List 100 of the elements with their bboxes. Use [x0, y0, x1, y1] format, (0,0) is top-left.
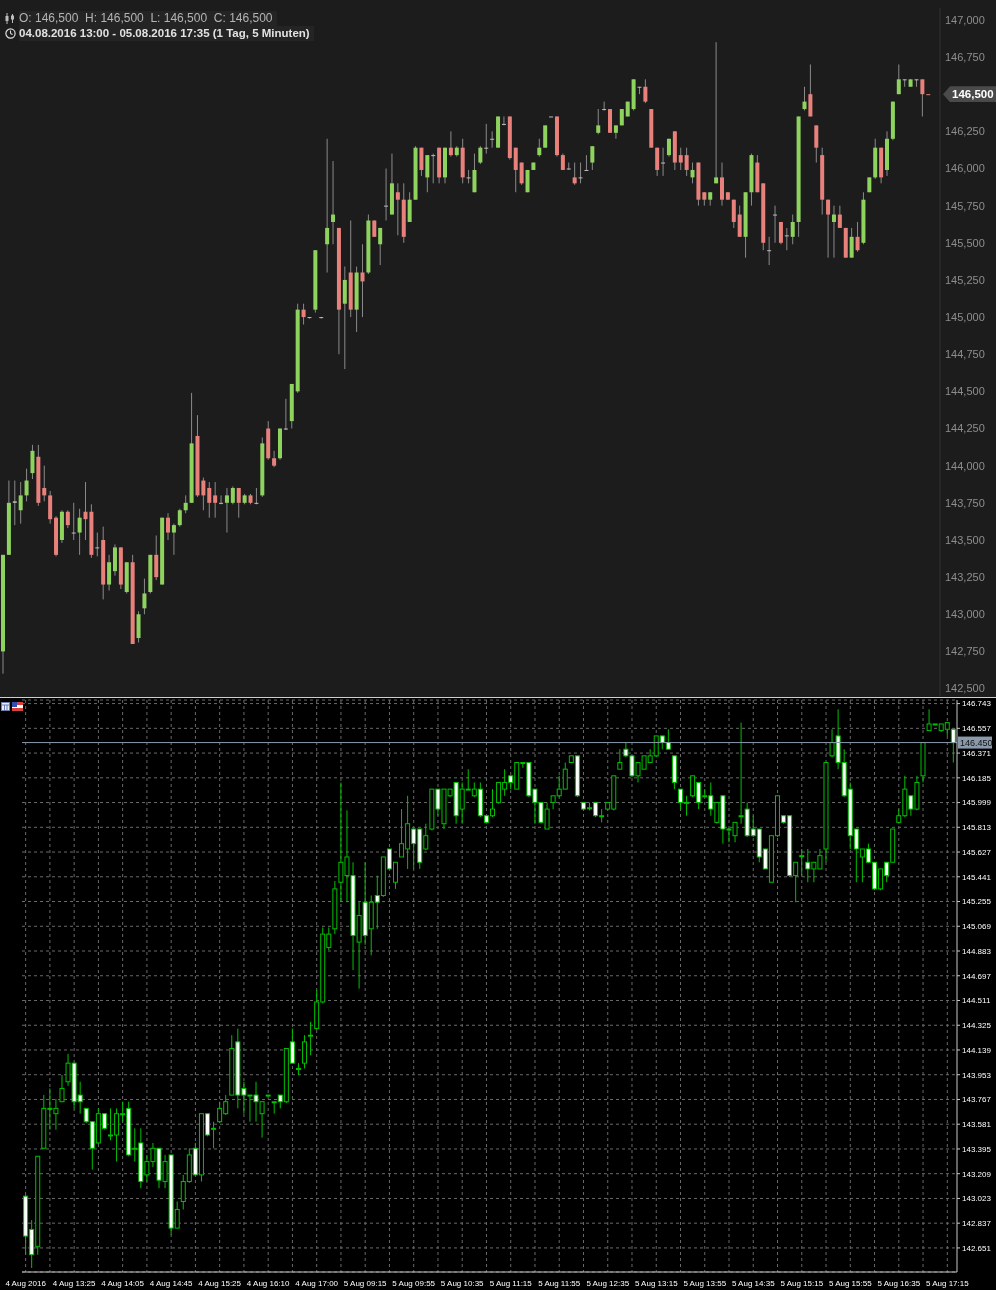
x-tick-label: 4 Aug 17:00 — [295, 1278, 339, 1288]
chart-title: O: 146,500 H: 146,500 L: 146,500 C: 146,500 — [19, 11, 277, 26]
candlestick — [236, 487, 241, 519]
y-tick-label: 143.209 — [962, 1169, 992, 1179]
candlestick — [643, 78, 648, 104]
x-tick-label: 5 Aug 15:15 — [780, 1278, 824, 1288]
candlestick — [920, 78, 925, 117]
candlestick — [849, 227, 854, 259]
y-tick-label: 143,250 — [945, 571, 985, 584]
y-tick-label: 145.255 — [962, 897, 992, 907]
candlestick — [59, 1074, 65, 1103]
y-tick-label: 146,250 — [945, 125, 985, 138]
y-tick-label: 143.395 — [962, 1144, 992, 1154]
ref-line-label: 146.450 — [960, 737, 993, 748]
y-tick-label: 143.953 — [962, 1070, 992, 1080]
x-tick-label: 5 Aug 12:35 — [586, 1278, 630, 1288]
candlestick — [790, 214, 795, 245]
x-tick-label: 5 Aug 14:35 — [731, 1278, 776, 1288]
candlestick — [731, 199, 736, 229]
x-tick-label: 5 Aug 09:55 — [392, 1278, 436, 1288]
candlestick — [472, 153, 477, 193]
y-tick-label: 146.743 — [962, 699, 992, 709]
candlestick — [665, 728, 671, 750]
candlestick — [784, 227, 789, 251]
candlestick — [814, 124, 819, 164]
x-tick-label: 4 Aug 14:05 — [101, 1278, 145, 1288]
candlestick — [572, 162, 577, 186]
y-tick-label: 142,750 — [945, 645, 985, 658]
text: 04.08.2016 13:00 - 05.08.2016 17:35 (1 Tag, 5 Minuten) — [19, 26, 314, 41]
candlestick — [490, 130, 495, 149]
candlestick — [855, 221, 860, 253]
candlestick — [24, 468, 29, 502]
y-tick-label: 144.139 — [962, 1045, 992, 1055]
candlestick — [661, 147, 666, 177]
y-tick-label: 145.069 — [962, 922, 992, 932]
candlestick — [914, 78, 919, 88]
text: 146,500 — [943, 86, 996, 103]
x-tick-label: 4 Aug 2016 — [5, 1278, 47, 1288]
candlestick — [690, 162, 695, 184]
y-tick-label: 144.883 — [962, 946, 992, 956]
candlestick — [95, 532, 100, 557]
candlestick — [171, 523, 176, 556]
candlestick — [283, 398, 288, 431]
candlestick — [77, 508, 82, 556]
x-tick-label: 5 Aug 11:15 — [489, 1278, 533, 1288]
y-tick-label: 144.325 — [962, 1021, 992, 1031]
candlestick — [501, 115, 506, 126]
candlestick — [466, 169, 471, 184]
candlestick — [773, 205, 778, 244]
x-tick-label: 5 Aug 10:35 — [440, 1278, 485, 1288]
candlestick — [301, 303, 306, 326]
y-tick-label: 145.999 — [962, 798, 992, 808]
y-tick-label: 146.371 — [962, 748, 992, 758]
y-tick-label: 145,750 — [945, 199, 985, 212]
candlestick — [608, 108, 613, 134]
y-tick-label: 146,750 — [945, 50, 985, 63]
candlestick — [384, 167, 389, 221]
candlestick — [484, 123, 489, 155]
y-tick-label: 145.813 — [962, 823, 992, 833]
candlestick — [902, 78, 907, 88]
candlestick — [602, 101, 607, 112]
candlestick — [30, 444, 35, 480]
candlestick — [448, 130, 453, 158]
candlestick — [617, 748, 623, 770]
y-tick-label: 144.697 — [962, 971, 992, 981]
candlestick — [254, 487, 259, 505]
candlestick — [802, 86, 807, 112]
x-tick-label: 5 Aug 13:15 — [634, 1278, 679, 1288]
x-tick-label: 5 Aug 17:15 — [925, 1278, 970, 1288]
x-tick-label: 4 Aug 13:25 — [52, 1278, 97, 1288]
candlestick — [308, 1021, 314, 1056]
y-tick-label: 143.767 — [962, 1095, 992, 1105]
y-tick-label: 143.023 — [962, 1194, 992, 1204]
x-tick-label: 4 Aug 14:45 — [149, 1278, 194, 1288]
candlestick — [201, 477, 206, 511]
candlestick — [331, 160, 336, 245]
y-tick-label: 144,750 — [945, 348, 985, 361]
y-tick-label: 145,500 — [945, 236, 985, 249]
candlestick — [407, 191, 412, 223]
x-tick-label: 5 Aug 15:55 — [828, 1278, 873, 1288]
candlestick — [684, 147, 689, 177]
y-tick-label: 145,250 — [945, 273, 985, 286]
candlestick — [678, 147, 683, 171]
x-tick-label: 4 Aug 15:25 — [198, 1278, 242, 1288]
candlestick — [513, 147, 518, 193]
y-tick-label: 145,000 — [945, 310, 985, 323]
x-tick-label: 5 Aug 13:55 — [683, 1278, 727, 1288]
candlestick — [395, 182, 400, 236]
y-tick-label: 144.511 — [962, 996, 991, 1006]
candlestick — [613, 124, 618, 140]
x-tick-label: 5 Aug 11:55 — [538, 1278, 581, 1288]
y-tick-label: 142.651 — [962, 1243, 992, 1253]
candlestick — [596, 108, 601, 135]
y-tick-label: 143,750 — [945, 496, 985, 509]
candlestick — [737, 205, 742, 238]
candlestick — [714, 41, 719, 184]
y-tick-label: 144,250 — [945, 422, 985, 435]
candlestick — [136, 610, 141, 644]
y-tick-label: 147,000 — [945, 13, 985, 26]
candlestick — [219, 494, 224, 505]
